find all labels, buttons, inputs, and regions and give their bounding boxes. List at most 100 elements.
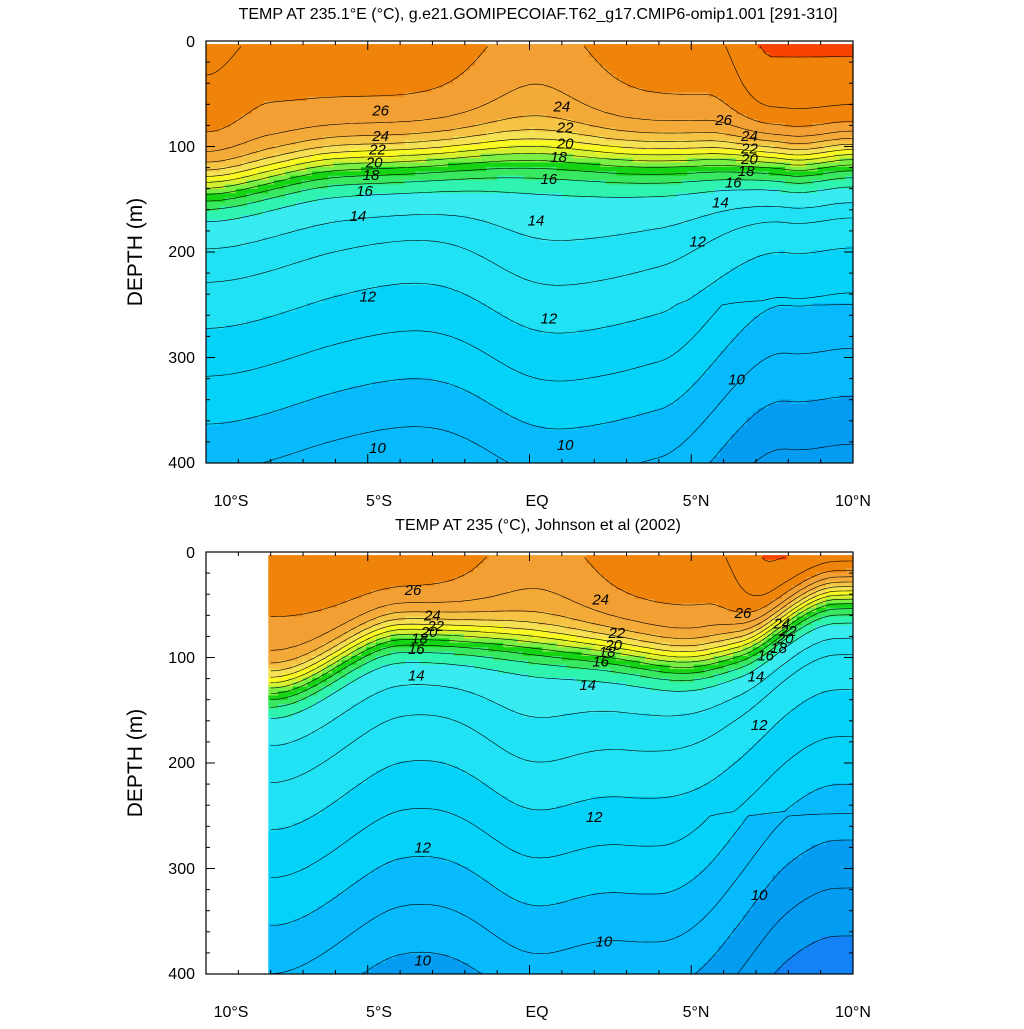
temperature-cell — [524, 105, 531, 111]
temperature-cell — [719, 175, 726, 181]
temperature-cell — [670, 109, 678, 116]
temperature-cell — [437, 136, 444, 142]
temperature-cell — [377, 171, 384, 177]
temperature-cell — [382, 136, 389, 142]
temperature-cell — [605, 188, 612, 194]
temperature-cell — [502, 131, 509, 137]
temperature-cell — [214, 153, 221, 159]
temperature-cell — [257, 197, 264, 203]
temperature-cell — [698, 131, 705, 137]
temperature-cell — [665, 96, 672, 102]
temperature-cell — [333, 149, 340, 155]
temperature-cell — [834, 193, 841, 199]
temperature-cell — [491, 197, 498, 203]
temperature-cell — [681, 153, 688, 159]
temperature-cell — [496, 57, 504, 63]
temperature-cell — [442, 127, 449, 133]
temperature-cell — [393, 44, 400, 50]
temperature-cell — [317, 79, 324, 85]
temperature-cell — [377, 118, 384, 124]
temperature-cell — [741, 136, 748, 142]
temperature-cell — [823, 114, 830, 120]
temperature-cell — [279, 202, 286, 208]
temperature-cell — [344, 48, 351, 54]
temperature-cell — [317, 96, 324, 102]
temperature-cell — [475, 149, 482, 155]
temperature-cell — [839, 153, 846, 159]
temperature-cell — [295, 193, 302, 199]
temperature-cell — [545, 180, 552, 186]
temperature-cell — [649, 184, 656, 190]
temperature-cell — [714, 92, 721, 98]
temperature-cell — [540, 114, 547, 120]
temperature-cell — [350, 79, 357, 85]
temperature-cell — [447, 202, 455, 208]
temperature-cell — [823, 145, 830, 151]
temperature-cell — [322, 188, 330, 194]
temperature-cell — [774, 118, 781, 124]
temperature-cell — [573, 48, 580, 54]
temperature-cell — [230, 193, 237, 199]
temperature-cell — [268, 158, 275, 164]
temperature-cell — [730, 101, 737, 107]
temperature-cell — [480, 57, 487, 63]
temperature-cell — [567, 145, 574, 151]
temperature-cell — [437, 70, 444, 76]
temperature-cell — [333, 145, 340, 151]
temperature-cell — [741, 74, 748, 80]
temperature-cell — [513, 202, 520, 208]
temperature-cell — [263, 166, 270, 173]
temperature-cell — [654, 162, 661, 168]
temperature-cell — [206, 74, 210, 80]
temperature-cell — [725, 118, 732, 124]
temperature-cell — [431, 61, 438, 67]
temperature-cell — [779, 87, 786, 94]
temperature-cell — [431, 123, 438, 129]
temperature-cell — [350, 184, 357, 190]
temperature-cell — [284, 197, 291, 203]
temperature-cell — [284, 171, 291, 177]
temperature-cell — [670, 70, 678, 76]
temperature-cell — [556, 70, 563, 76]
temperature-cell — [219, 114, 226, 120]
temperature-cell — [828, 96, 835, 102]
temperature-cell — [518, 158, 525, 164]
temperature-cell — [687, 48, 694, 54]
temperature-cell — [475, 96, 482, 102]
temperature-cell — [632, 48, 639, 54]
temperature-cell — [339, 131, 346, 137]
temperature-cell — [322, 171, 330, 177]
temperature-cell — [361, 70, 368, 76]
temperature-cell — [230, 131, 237, 137]
temperature-cell — [317, 52, 324, 59]
temperature-cell — [388, 52, 395, 59]
temperature-cell — [790, 123, 797, 129]
temperature-cell — [534, 57, 542, 63]
temperature-cell — [779, 52, 786, 59]
temperature-cell — [812, 166, 819, 173]
temperature-cell — [725, 127, 732, 133]
temperature-cell — [268, 197, 275, 203]
temperature-cell — [235, 66, 243, 72]
temperature-cell — [268, 123, 275, 129]
temperature-cell — [616, 162, 623, 168]
temperature-cell — [263, 127, 270, 133]
temperature-cell — [274, 114, 281, 120]
temperature-cell — [284, 180, 291, 186]
temperature-cell — [681, 101, 688, 107]
temperature-cell — [469, 140, 476, 146]
temperature-cell — [747, 66, 754, 72]
temperature-cell — [600, 188, 607, 194]
temperature-cell — [785, 188, 792, 194]
temperature-cell — [708, 114, 716, 120]
temperature-cell — [257, 109, 264, 116]
temperature-cell — [393, 175, 400, 181]
temperature-cell — [643, 57, 650, 63]
temperature-cell — [757, 188, 765, 194]
temperature-cell — [371, 202, 378, 208]
temperature-cell — [393, 145, 400, 151]
temperature-cell — [611, 145, 618, 151]
temperature-cell — [399, 114, 406, 120]
temperature-cell — [583, 136, 591, 142]
temperature-cell — [235, 52, 243, 59]
